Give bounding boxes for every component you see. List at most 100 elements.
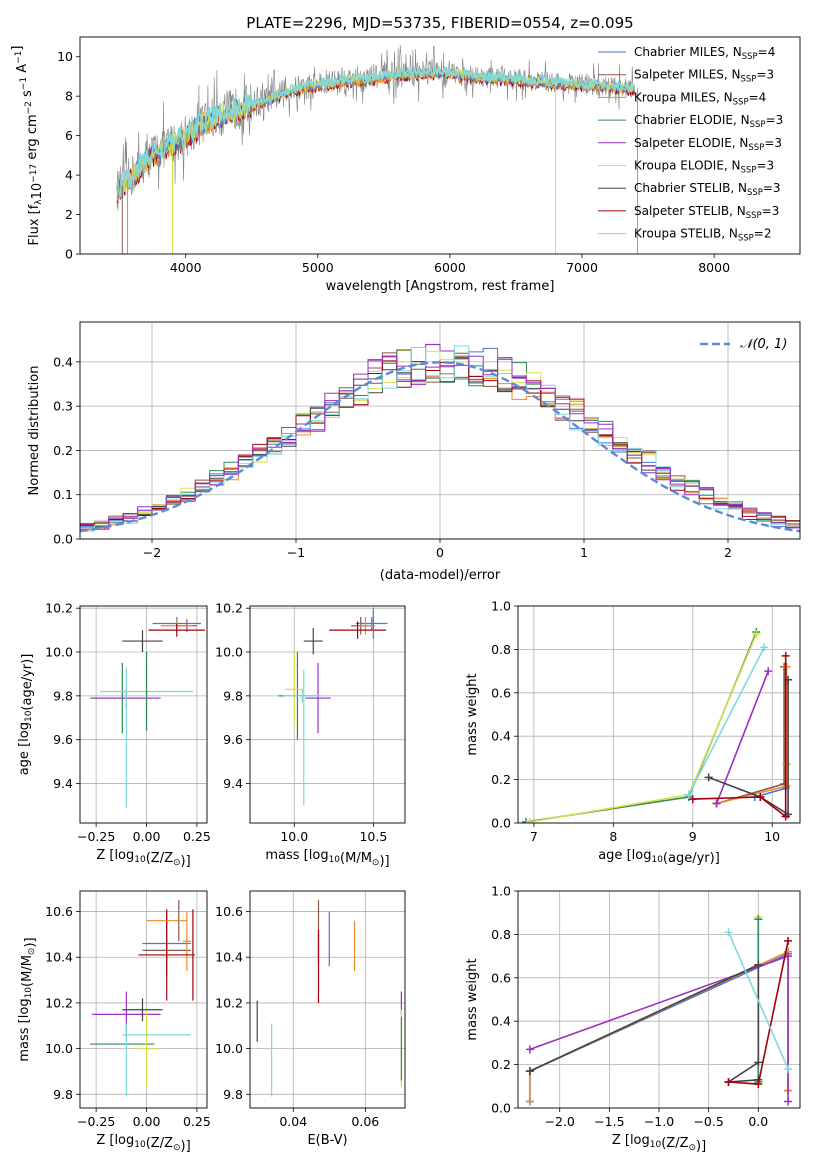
weight-marker — [764, 667, 773, 676]
panel-age_vs_mass: 10.0 10.5 9.4 9.6 9.8 10.0 10.2 mass [log10(M/M… — [215, 601, 406, 869]
x-tick-label: 9 — [689, 829, 697, 844]
x-axis-label-spectrum: wavelength [Angstrom, rest frame] — [326, 279, 555, 294]
axes-frame-massweight_vs_Z — [517, 890, 801, 1109]
x-tick-label: 0.25 — [183, 829, 211, 844]
x-axis-label-residuals: (data-model)/error — [380, 568, 501, 583]
y-tick-label: 1.0 — [491, 884, 511, 899]
spectrum-legend: Chabrier MILES, NSSP=4 Salpeter MILES, NS… — [598, 45, 783, 244]
weight-marker — [756, 792, 765, 801]
axes-frame-mass_vs_ebv — [249, 890, 406, 1109]
weight-marker — [754, 960, 763, 969]
y-tick-label: 10.0 — [215, 645, 243, 660]
y-tick-label: 9.8 — [223, 1087, 243, 1102]
x-tick-label: 0 — [436, 545, 444, 560]
y-tick-label: 10.6 — [215, 904, 243, 919]
weight-marker — [525, 1045, 534, 1054]
x-tick-label: 7 — [530, 829, 538, 844]
panel-age_vs_Z: −0.25 0.00 0.25 9.4 9.6 9.8 10.0 10.2 Z [log10(Z… — [17, 601, 211, 869]
y-tick-label: 10.6 — [45, 904, 73, 919]
x-tick-label: 0.04 — [279, 1114, 307, 1129]
y-tick-label: 0.2 — [53, 443, 73, 458]
spectrum-lines — [116, 44, 639, 254]
y-tick-label: 0.4 — [491, 1014, 511, 1029]
x-tick-label: 2 — [724, 545, 732, 560]
y-tick-label: 0.4 — [53, 354, 73, 369]
x-tick-label: 4000 — [170, 260, 202, 275]
weight-marker — [525, 1067, 534, 1076]
errorbars-age_vs_mass — [278, 608, 388, 806]
y-tick-label: 9.6 — [53, 732, 73, 747]
y-tick-label: 1.0 — [491, 599, 511, 614]
y-axis-label-mass_vs_Z: mass [log10(M/M⊙)] — [17, 937, 38, 1061]
x-tick-label: 0.06 — [351, 1114, 379, 1129]
legend-entry-label: Kroupa MILES, NSSP=4 — [634, 90, 766, 107]
legend-entry-label: Salpeter ELODIE, NSSP=3 — [634, 136, 782, 153]
x-tick-label: 10.0 — [280, 829, 308, 844]
x-tick-label: −2.0 — [545, 1114, 575, 1129]
weight-marker — [688, 795, 697, 804]
lines-massweight_vs_age — [521, 628, 793, 823]
spectrum-data-line — [116, 44, 636, 211]
legend-entry-label: Chabrier STELIB, NSSP=3 — [634, 181, 781, 198]
weight-marker — [781, 812, 790, 821]
legend-entry-label: Chabrier MILES, NSSP=4 — [634, 45, 775, 62]
axes-frame-mass_vs_Z — [79, 890, 208, 1109]
y-tick-label: 0 — [65, 247, 73, 262]
y-tick-label: 10.4 — [215, 950, 243, 965]
y-tick-label: 9.8 — [53, 1087, 73, 1102]
figure-title: PLATE=2296, MJD=53735, FIBERID=0554, z=0… — [246, 14, 633, 32]
x-axis-label-age_vs_Z: Z [log10(Z/Z⊙)] — [96, 848, 190, 869]
weight-marker — [754, 1080, 763, 1089]
histogram-step — [80, 355, 800, 530]
x-tick-label: 6000 — [434, 260, 466, 275]
y-tick-label: 0.3 — [53, 399, 73, 414]
x-tick-label: 1 — [580, 545, 588, 560]
weight-marker — [754, 1058, 763, 1067]
panel-mass_vs_ebv: 0.04 0.06 9.8 10.0 10.2 10.4 10.6 E(B-V) — [215, 890, 406, 1148]
axes-frame-age_vs_Z — [79, 605, 208, 824]
errorbars-mass_vs_ebv — [256, 900, 402, 1097]
x-tick-label: −0.25 — [77, 1114, 115, 1129]
y-tick-label: 0.0 — [53, 532, 73, 547]
y-tick-label: 9.6 — [223, 732, 243, 747]
weight-marker — [712, 799, 721, 808]
legend-entry-label: Chabrier ELODIE, NSSP=3 — [634, 113, 783, 130]
weight-marker — [781, 651, 790, 660]
y-tick-label: 0.1 — [53, 487, 73, 502]
panel-massweight_vs_Z: −2.0 −1.5 −1.0 −0.5 0.0 0.0 0.2 0.4 0.6 0.8 1.0 Z [… — [465, 884, 801, 1154]
y-axis-label-spectrum: Flux [fλ10−17 erg cm−2 s−1 A−1] — [10, 46, 45, 246]
panel-massweight_vs_age: 7 8 9 10 0.0 0.2 0.4 0.6 0.8 1.0 age [log10(age/yr… — [465, 599, 801, 866]
y-tick-label: 10.4 — [45, 950, 73, 965]
weight-line — [688, 646, 766, 796]
y-axis-label-massweight_vs_age: mass weight — [465, 673, 480, 755]
weight-marker — [752, 630, 761, 639]
panel-residuals: −2 −1 0 1 2 0.0 0.1 0.2 0.3 0.4 (data-model)/error… — [27, 321, 801, 583]
weight-marker — [525, 817, 534, 823]
x-tick-label: −2 — [143, 545, 161, 560]
weight-marker — [784, 936, 793, 945]
x-tick-label: 8000 — [698, 260, 730, 275]
y-tick-label: 0.0 — [491, 816, 511, 831]
y-tick-label: 0.8 — [491, 642, 511, 657]
x-axis-label-mass_vs_ebv: E(B-V) — [307, 1133, 347, 1148]
y-tick-label: 0.8 — [491, 927, 511, 942]
x-tick-label: −0.5 — [693, 1114, 723, 1129]
legend-entry-label: Salpeter STELIB, NSSP=3 — [634, 204, 779, 221]
y-tick-label: 9.4 — [53, 776, 73, 791]
x-tick-label: 0.0 — [748, 1114, 768, 1129]
y-tick-label: 9.8 — [223, 688, 243, 703]
x-tick-label: 10.5 — [359, 829, 387, 844]
x-tick-label: 5000 — [302, 260, 334, 275]
weight-line — [727, 931, 789, 1070]
y-axis-label-massweight_vs_Z: mass weight — [465, 958, 480, 1040]
y-tick-label: 10.2 — [45, 601, 73, 616]
weight-marker — [760, 643, 769, 652]
x-axis-label-massweight_vs_Z: Z [log10(Z/Z⊙)] — [612, 1133, 706, 1154]
y-tick-label: 0.6 — [491, 970, 511, 985]
x-axis-label-age_vs_mass: mass [log10(M/M⊙)] — [265, 848, 389, 869]
y-tick-label: 0.2 — [491, 1057, 511, 1072]
y-axis-label-residuals: Normed distribution — [27, 366, 42, 496]
